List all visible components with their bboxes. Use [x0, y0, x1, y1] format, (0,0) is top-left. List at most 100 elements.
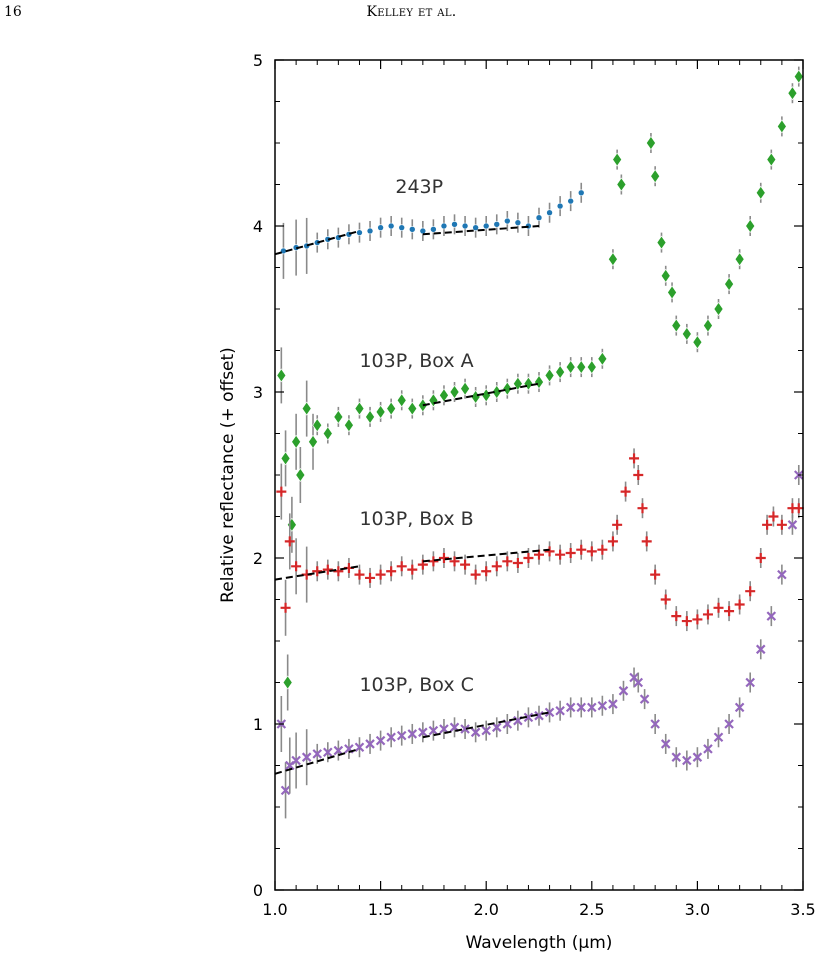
- data-point: [375, 569, 386, 580]
- data-point: [323, 747, 333, 757]
- data-point: [633, 677, 644, 688]
- data-point: [597, 700, 608, 711]
- data-point: [354, 569, 365, 580]
- data-point: [787, 520, 798, 530]
- data-point: [386, 401, 397, 416]
- data-point: [607, 536, 618, 547]
- data-point: [491, 722, 502, 733]
- data-point: [650, 719, 660, 729]
- data-point: [301, 752, 312, 762]
- data-point: [472, 224, 479, 231]
- data-point: [556, 202, 564, 210]
- data-point: [576, 702, 587, 713]
- x-tick-label: 1.0: [262, 900, 287, 919]
- data-point: [451, 221, 458, 228]
- data-point: [408, 226, 416, 233]
- data-point: [793, 69, 804, 84]
- data-point: [460, 724, 470, 734]
- y-tick-label: 5: [253, 51, 263, 70]
- data-point: [396, 393, 407, 408]
- continuum-fit-line: [274, 230, 360, 256]
- data-point: [491, 384, 502, 400]
- data-point: [713, 301, 724, 317]
- data-point: [481, 388, 492, 403]
- data-point: [608, 252, 618, 267]
- data-point: [787, 86, 798, 101]
- data-point: [637, 503, 648, 514]
- data-point: [646, 135, 656, 151]
- data-point: [597, 544, 608, 555]
- data-point: [692, 335, 703, 350]
- data-point: [493, 221, 501, 228]
- data-point: [724, 277, 734, 292]
- data-point: [667, 285, 677, 300]
- data-point: [514, 219, 522, 226]
- data-point: [713, 732, 724, 743]
- axis-ticks: 1.0 1.5 2.0 2.5 3.0 3.5 0 1 2 3 4 5: [253, 51, 816, 919]
- plot-frame: [274, 59, 804, 891]
- data-point: [284, 536, 295, 547]
- data-point: [418, 727, 428, 738]
- data-point: [449, 384, 460, 400]
- data-point: [660, 594, 671, 605]
- data-point: [777, 569, 787, 580]
- data-point: [287, 517, 297, 532]
- data-point: [544, 368, 555, 383]
- data-point: [576, 360, 587, 375]
- data-point: [312, 749, 323, 759]
- data-point: [354, 742, 365, 753]
- data-point: [428, 556, 439, 567]
- series-annotation: 103P, Box C: [359, 674, 473, 696]
- data-point: [301, 401, 312, 416]
- data-point: [276, 368, 287, 383]
- data-point: [470, 727, 481, 738]
- data-point: [276, 486, 287, 497]
- data-point: [354, 401, 365, 416]
- data-point: [745, 677, 755, 688]
- continuum-fit-line: [422, 382, 540, 407]
- data-point: [713, 602, 724, 613]
- data-point: [768, 511, 779, 522]
- data-point: [766, 152, 777, 167]
- data-point: [650, 569, 661, 580]
- data-point: [308, 434, 318, 449]
- data-point: [280, 602, 291, 613]
- data-point: [612, 519, 623, 530]
- data-point: [565, 360, 576, 375]
- y-tick-label: 0: [253, 881, 263, 900]
- data-point: [762, 519, 773, 530]
- data-point: [428, 393, 439, 408]
- data-point: [544, 546, 555, 557]
- continuum-fit-line: [274, 747, 360, 775]
- data-point: [523, 712, 534, 723]
- data-point: [344, 418, 354, 433]
- data-point: [745, 586, 756, 597]
- data-point: [534, 375, 544, 390]
- x-tick-label: 3.5: [790, 900, 815, 919]
- data-point: [639, 694, 650, 704]
- x-tick-label: 3.0: [685, 900, 710, 919]
- y-tick-label: 3: [253, 383, 263, 402]
- data-point: [502, 381, 513, 396]
- data-point: [291, 561, 302, 572]
- data-point: [608, 699, 618, 709]
- data-point: [535, 214, 543, 221]
- data-point: [460, 559, 471, 570]
- data-point: [407, 729, 418, 739]
- data-point: [312, 418, 323, 433]
- data-point: [482, 222, 490, 230]
- data-point: [430, 226, 437, 233]
- series-annotation: 103P, Box B: [359, 508, 473, 530]
- data-point: [366, 227, 374, 235]
- data-point: [734, 599, 745, 610]
- data-point: [703, 744, 713, 754]
- data-point: [419, 227, 427, 235]
- data-point: [387, 222, 395, 230]
- data-point: [777, 119, 787, 134]
- data-point: [620, 486, 631, 497]
- continuum-fit-line: [422, 225, 540, 236]
- data-point: [544, 707, 555, 718]
- series-annotation: 103P, Box A: [359, 350, 473, 372]
- data-point: [396, 730, 407, 741]
- data-point: [692, 614, 703, 625]
